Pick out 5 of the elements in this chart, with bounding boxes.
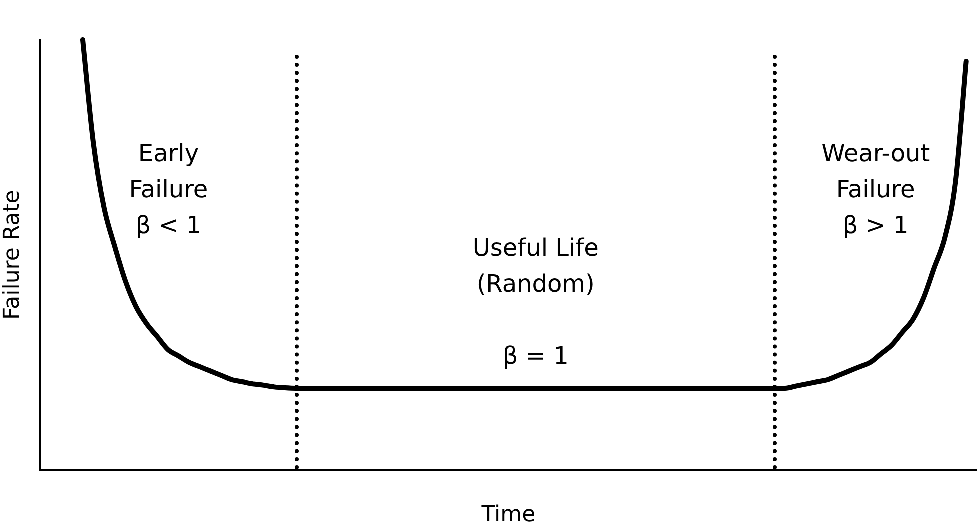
annotation: Wear-out Failure β > 1 xyxy=(822,139,930,240)
text: Useful Life (Random) β = 1 xyxy=(472,234,599,370)
x-axis-title: Time xyxy=(480,502,536,528)
y-axis-title: Failure Rate xyxy=(0,190,25,320)
annotation: Early Failure β < 1 xyxy=(129,139,208,240)
